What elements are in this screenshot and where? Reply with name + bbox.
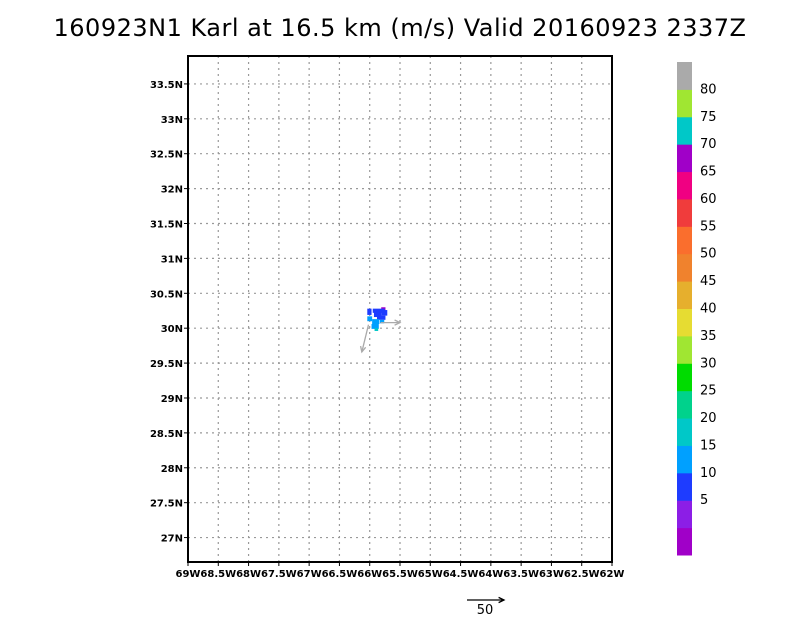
y-tick-label: 28N (161, 464, 183, 475)
x-tick-label: 62.5W (564, 569, 600, 580)
grid-lines (188, 56, 612, 562)
colorbar-label: 40 (700, 302, 717, 317)
y-tick-label: 30N (161, 324, 183, 335)
colorbar-label: 50 (700, 247, 717, 262)
wind-vector (359, 324, 370, 354)
colorbar-label: 45 (700, 274, 717, 289)
y-tick-label: 31.5N (150, 220, 183, 231)
colorbar-label: 30 (700, 356, 717, 371)
arrow-head (359, 345, 367, 354)
colorbar-swatch (677, 253, 692, 282)
colorbar-swatch (677, 500, 692, 529)
colorbar-label: 25 (700, 384, 717, 399)
colorbar-label: 65 (700, 165, 717, 180)
x-tick-label: 65.5W (382, 569, 418, 580)
colorbar: 5 10 15 20 25 30 35 40 45 50 55 60 65 70 75 80 (677, 62, 717, 556)
colorbar-swatch (677, 390, 692, 419)
colorbar-label: 10 (700, 466, 717, 481)
colorbar-swatch (677, 527, 692, 556)
x-axis-ticks: 69W 68.5W 68W 67.5W 67W 66.5W 66W 65.5W 65W 64.5W… (176, 562, 625, 580)
arrow-shaft (361, 324, 370, 353)
wind-cell (367, 316, 373, 322)
colorbar-swatch (677, 116, 692, 145)
wind-speed-cells (367, 307, 388, 331)
wind-cell (371, 324, 379, 329)
colorbar-label: 80 (700, 82, 717, 97)
x-tick-label: 67.5W (261, 569, 297, 580)
colorbar-swatch (677, 308, 692, 337)
wind-vectors (359, 319, 402, 354)
x-tick-label: 66.5W (322, 569, 358, 580)
colorbar-label: 55 (700, 219, 717, 234)
y-tick-label: 33N (161, 115, 183, 126)
colorbar-swatch (677, 363, 692, 392)
colorbar-swatch (677, 198, 692, 227)
y-tick-label: 29N (161, 394, 183, 405)
x-tick-label: 65W (418, 569, 443, 580)
wind-cell (376, 315, 386, 320)
reference-vector: 50 (467, 596, 506, 618)
reference-vector-label: 50 (477, 603, 494, 618)
x-tick-label: 68.5W (200, 569, 236, 580)
chart-title: 160923N1 Karl at 16.5 km (m/s) Valid 201… (53, 14, 747, 42)
x-tick-label: 68W (236, 569, 261, 580)
colorbar-label: 35 (700, 329, 717, 344)
x-tick-label: 69W (176, 569, 201, 580)
y-tick-label: 27N (161, 534, 183, 545)
colorbar-swatch (677, 335, 692, 364)
x-tick-label: 63.5W (503, 569, 539, 580)
colorbar-swatch (677, 171, 692, 200)
colorbar-swatch (677, 226, 692, 255)
x-tick-label: 63W (539, 569, 564, 580)
wind-cell (380, 319, 385, 324)
colorbar-swatch (677, 418, 692, 446)
colorbar-label: 70 (700, 137, 717, 152)
y-axis-ticks: 27N 27.5N 28N 28.5N 29N 29.5N 30N 30.5N 31N 31.5N… (150, 80, 188, 545)
colorbar-swatch (677, 144, 692, 173)
wind-cell (381, 310, 388, 316)
x-tick-label: 66W (357, 569, 382, 580)
colorbar-label: 75 (700, 110, 717, 125)
wind-cell (372, 319, 380, 325)
colorbar-swatch (677, 62, 692, 90)
y-tick-label: 27.5N (150, 499, 183, 510)
wind-cell (373, 312, 382, 318)
colorbar-swatch (677, 89, 692, 118)
y-tick-label: 31N (161, 254, 183, 265)
x-tick-label: 64W (478, 569, 503, 580)
wind-cell (367, 308, 372, 315)
arrow-head (394, 319, 402, 326)
wind-vector (380, 319, 402, 326)
colorbar-label: 60 (700, 192, 717, 207)
arrow-head (498, 596, 506, 604)
colorbar-swatch (677, 281, 692, 309)
y-tick-label: 32.5N (150, 150, 183, 161)
wind-cell (372, 308, 385, 313)
wind-cell (374, 328, 379, 331)
reference-arrow (467, 596, 506, 604)
x-tick-label: 64.5W (443, 569, 479, 580)
colorbar-label: 5 (700, 493, 708, 508)
y-tick-label: 32N (161, 185, 183, 196)
y-tick-label: 28.5N (150, 429, 183, 440)
colorbar-swatch (677, 472, 692, 501)
colorbar-swatch (677, 445, 692, 474)
y-tick-label: 29.5N (150, 359, 183, 370)
colorbar-label: 15 (700, 438, 717, 453)
y-tick-label: 30.5N (150, 289, 183, 300)
x-tick-label: 67W (297, 569, 322, 580)
colorbar-label: 20 (700, 411, 717, 426)
y-tick-label: 33.5N (150, 80, 183, 91)
x-tick-label: 62W (600, 569, 625, 580)
